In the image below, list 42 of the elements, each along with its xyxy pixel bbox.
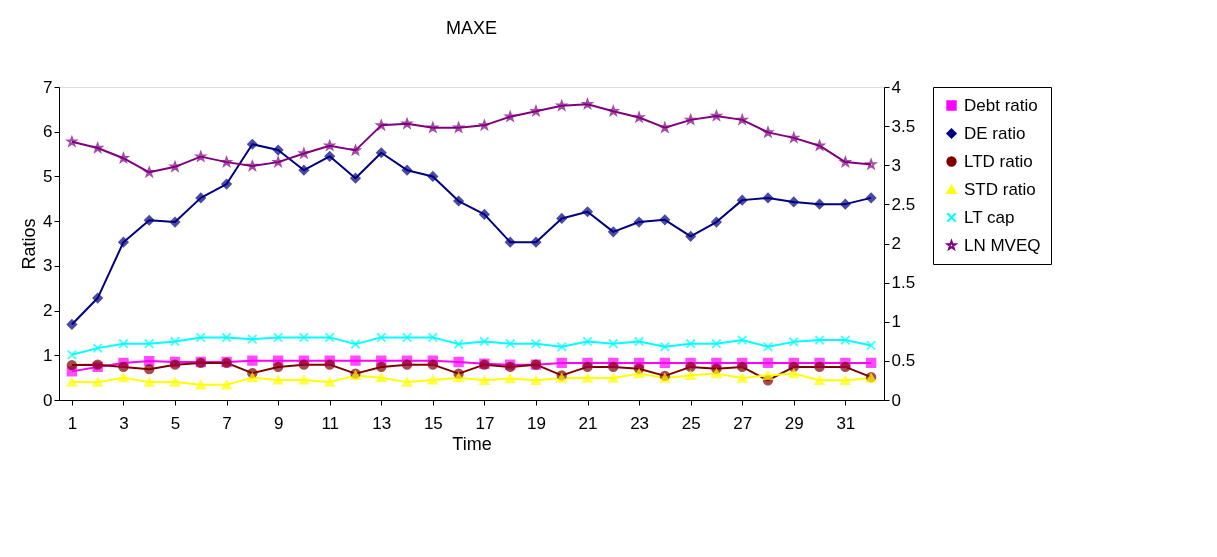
x-tick-label: 11: [321, 413, 340, 433]
legend-label: Debt ratio: [964, 95, 1038, 115]
legend-label: LTD ratio: [964, 151, 1033, 171]
y-tick-label: 6: [43, 122, 53, 142]
y2-tick-label: 1.5: [891, 273, 916, 293]
y2-tick-label: 2.5: [891, 194, 916, 214]
x-tick-label: 3: [119, 413, 129, 433]
y-tick-label: 3: [43, 256, 53, 276]
y2-tick-label: 0.5: [891, 351, 916, 371]
y2-tick-label: 3: [891, 155, 901, 175]
y2-tick-label: 3.5: [891, 116, 916, 136]
y2-tick-label: 2: [891, 234, 901, 253]
y-tick-label: 7: [43, 77, 53, 97]
y-tick-label: 0: [43, 390, 53, 410]
x-tick-label: 27: [733, 413, 753, 433]
y-tick-label: 2: [43, 301, 53, 321]
x-tick-label: 17: [475, 413, 495, 433]
legend-label: LN MVEQ: [964, 235, 1041, 255]
legend-label: DE ratio: [964, 123, 1026, 143]
x-tick-label: 1: [67, 413, 78, 433]
y-tick-label: 5: [43, 166, 53, 186]
x-tick-label: 31: [836, 413, 856, 433]
y2-tick-label: 0: [891, 390, 901, 410]
x-tick-label: 7: [222, 413, 232, 433]
y-tick-label: 1: [43, 345, 53, 365]
x-tick-label: 13: [372, 413, 392, 433]
x-tick-label: 15: [423, 413, 443, 433]
x-tick-label: 19: [526, 413, 546, 433]
x-tick-label: 21: [578, 413, 598, 433]
x-axis-title: Time: [452, 433, 492, 454]
legend-label: LT cap: [964, 207, 1015, 227]
chart-title: MAXE: [445, 18, 498, 38]
legend-label: STD ratio: [964, 179, 1036, 199]
y2-tick-label: 4: [891, 77, 901, 97]
x-tick-label: 23: [630, 413, 650, 433]
x-tick-label: 9: [273, 413, 284, 433]
y-tick-label: 4: [43, 211, 53, 231]
x-tick-label: 29: [784, 413, 804, 433]
x-tick-label: 25: [681, 413, 701, 433]
y2-tick-label: 1: [891, 312, 901, 332]
x-tick-label: 5: [170, 413, 181, 433]
y-axis-title: Ratios: [19, 218, 40, 270]
